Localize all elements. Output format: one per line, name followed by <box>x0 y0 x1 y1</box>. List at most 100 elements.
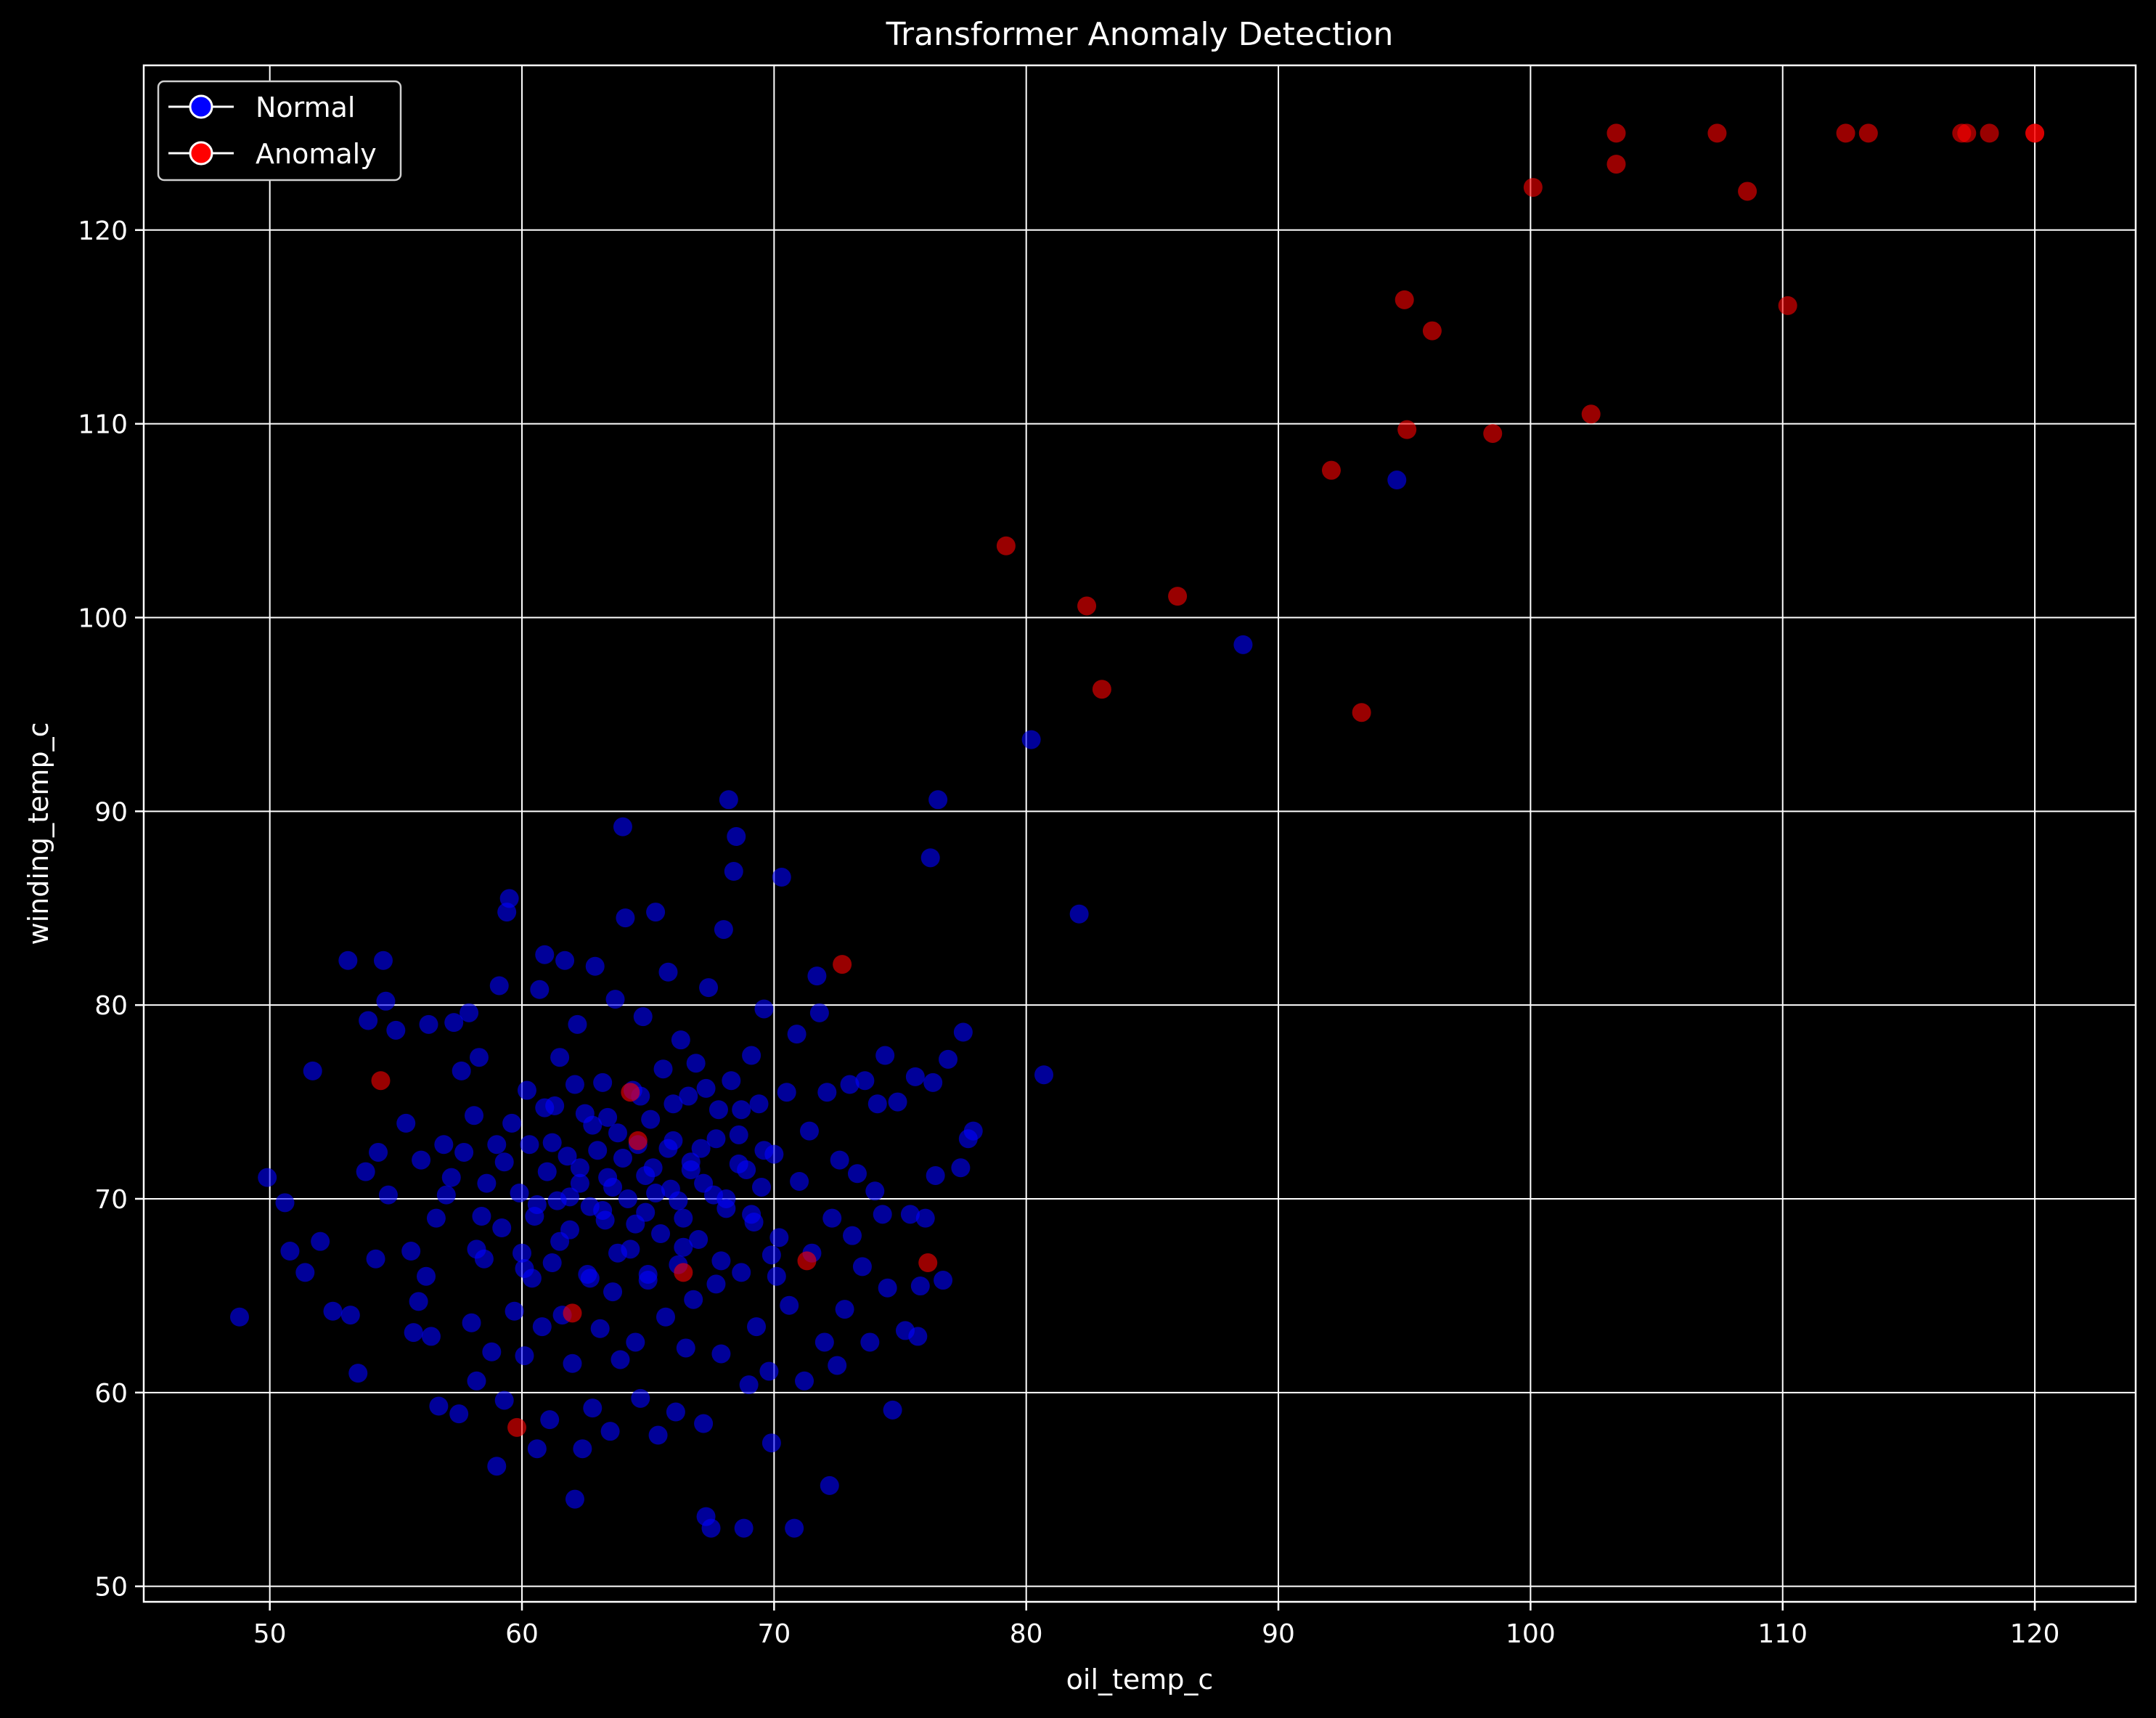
normal-point <box>729 1154 748 1173</box>
normal-point <box>651 1224 671 1244</box>
normal-point <box>1021 730 1041 749</box>
normal-point <box>691 1139 711 1158</box>
normal-point <box>373 950 393 970</box>
normal-point <box>727 827 746 847</box>
normal-point <box>847 1164 867 1184</box>
normal-point <box>600 1422 620 1441</box>
normal-point <box>706 1129 726 1149</box>
anomaly-point <box>628 1131 648 1150</box>
normal-point <box>487 1135 507 1155</box>
normal-point <box>754 999 774 1019</box>
normal-point <box>472 1206 491 1226</box>
normal-point <box>835 1300 854 1319</box>
normal-point <box>441 1168 461 1187</box>
normal-point <box>830 1150 849 1170</box>
normal-point <box>888 1092 907 1112</box>
normal-point <box>409 1292 428 1311</box>
x-tick-label: 70 <box>757 1619 791 1649</box>
normal-point <box>732 1263 751 1282</box>
normal-point <box>502 1113 522 1133</box>
y-tick-label: 110 <box>78 410 128 440</box>
normal-point <box>515 1346 534 1366</box>
normal-point <box>724 862 743 882</box>
normal-point <box>714 920 733 940</box>
anomaly-point <box>918 1253 938 1273</box>
normal-point <box>694 1414 714 1433</box>
normal-point <box>875 1046 895 1065</box>
normal-point <box>686 1054 706 1073</box>
x-tick-label: 90 <box>1262 1619 1295 1649</box>
normal-point <box>477 1173 497 1193</box>
normal-point <box>809 1003 829 1022</box>
normal-point <box>905 1067 925 1086</box>
normal-point <box>482 1342 502 1361</box>
y-tick-label: 50 <box>94 1573 128 1603</box>
normal-point <box>658 962 678 982</box>
normal-point <box>275 1193 295 1213</box>
normal-point <box>338 950 358 970</box>
normal-point <box>449 1404 469 1424</box>
anomaly-point <box>1836 123 1855 143</box>
normal-point <box>489 976 509 996</box>
normal-point <box>412 1150 431 1170</box>
normal-point <box>822 1208 842 1228</box>
normal-point <box>542 1253 562 1273</box>
normal-point <box>356 1162 375 1181</box>
normal-point <box>487 1457 507 1476</box>
anomaly-point <box>1168 587 1188 606</box>
normal-point <box>674 1237 693 1257</box>
normal-point <box>550 1231 570 1251</box>
normal-point <box>535 1098 555 1117</box>
normal-point <box>860 1332 880 1352</box>
legend-anomaly-marker <box>189 141 213 166</box>
normal-point <box>573 1439 592 1459</box>
normal-point <box>676 1338 695 1358</box>
normal-point <box>739 1375 759 1395</box>
normal-point <box>494 1152 514 1172</box>
legend-anomaly-label: Anomaly <box>256 138 377 170</box>
anomaly-point <box>1092 680 1111 699</box>
normal-point <box>780 1295 799 1315</box>
normal-point <box>867 1094 887 1114</box>
normal-point <box>646 1183 666 1202</box>
normal-point <box>787 1025 807 1044</box>
normal-point <box>530 980 550 999</box>
normal-point <box>542 1133 562 1152</box>
normal-point <box>840 1075 859 1094</box>
normal-point <box>295 1263 315 1282</box>
normal-point <box>663 1094 683 1114</box>
normal-point <box>583 1399 603 1418</box>
normal-point <box>636 1165 656 1185</box>
normal-point <box>465 1106 484 1125</box>
normal-point <box>593 1200 613 1220</box>
normal-point <box>429 1396 449 1416</box>
normal-point <box>460 1003 479 1022</box>
y-tick-label: 90 <box>94 797 128 827</box>
plot-area-frame <box>142 64 2137 1603</box>
normal-point <box>769 1228 789 1247</box>
anomaly-point <box>1077 596 1097 616</box>
normal-point <box>648 1425 668 1445</box>
normal-point <box>716 1189 736 1208</box>
normal-point <box>626 1332 645 1352</box>
normal-point <box>751 1177 771 1197</box>
normal-point <box>513 1243 532 1263</box>
normal-point <box>638 1265 658 1285</box>
normal-point <box>570 1158 589 1178</box>
y-tick-label: 70 <box>94 1185 128 1215</box>
normal-point <box>386 1020 406 1040</box>
normal-point <box>711 1251 731 1271</box>
normal-point <box>1069 904 1089 924</box>
normal-point <box>689 1230 709 1250</box>
normal-point <box>258 1168 277 1187</box>
normal-point <box>699 978 719 998</box>
normal-point <box>761 1433 781 1453</box>
normal-point <box>754 1141 774 1160</box>
normal-point <box>535 945 555 964</box>
normal-point <box>641 1110 661 1129</box>
normal-point <box>593 1072 613 1092</box>
normal-point <box>396 1113 416 1133</box>
normal-point <box>807 966 827 986</box>
normal-point <box>404 1323 423 1343</box>
anomaly-point <box>1352 703 1371 722</box>
